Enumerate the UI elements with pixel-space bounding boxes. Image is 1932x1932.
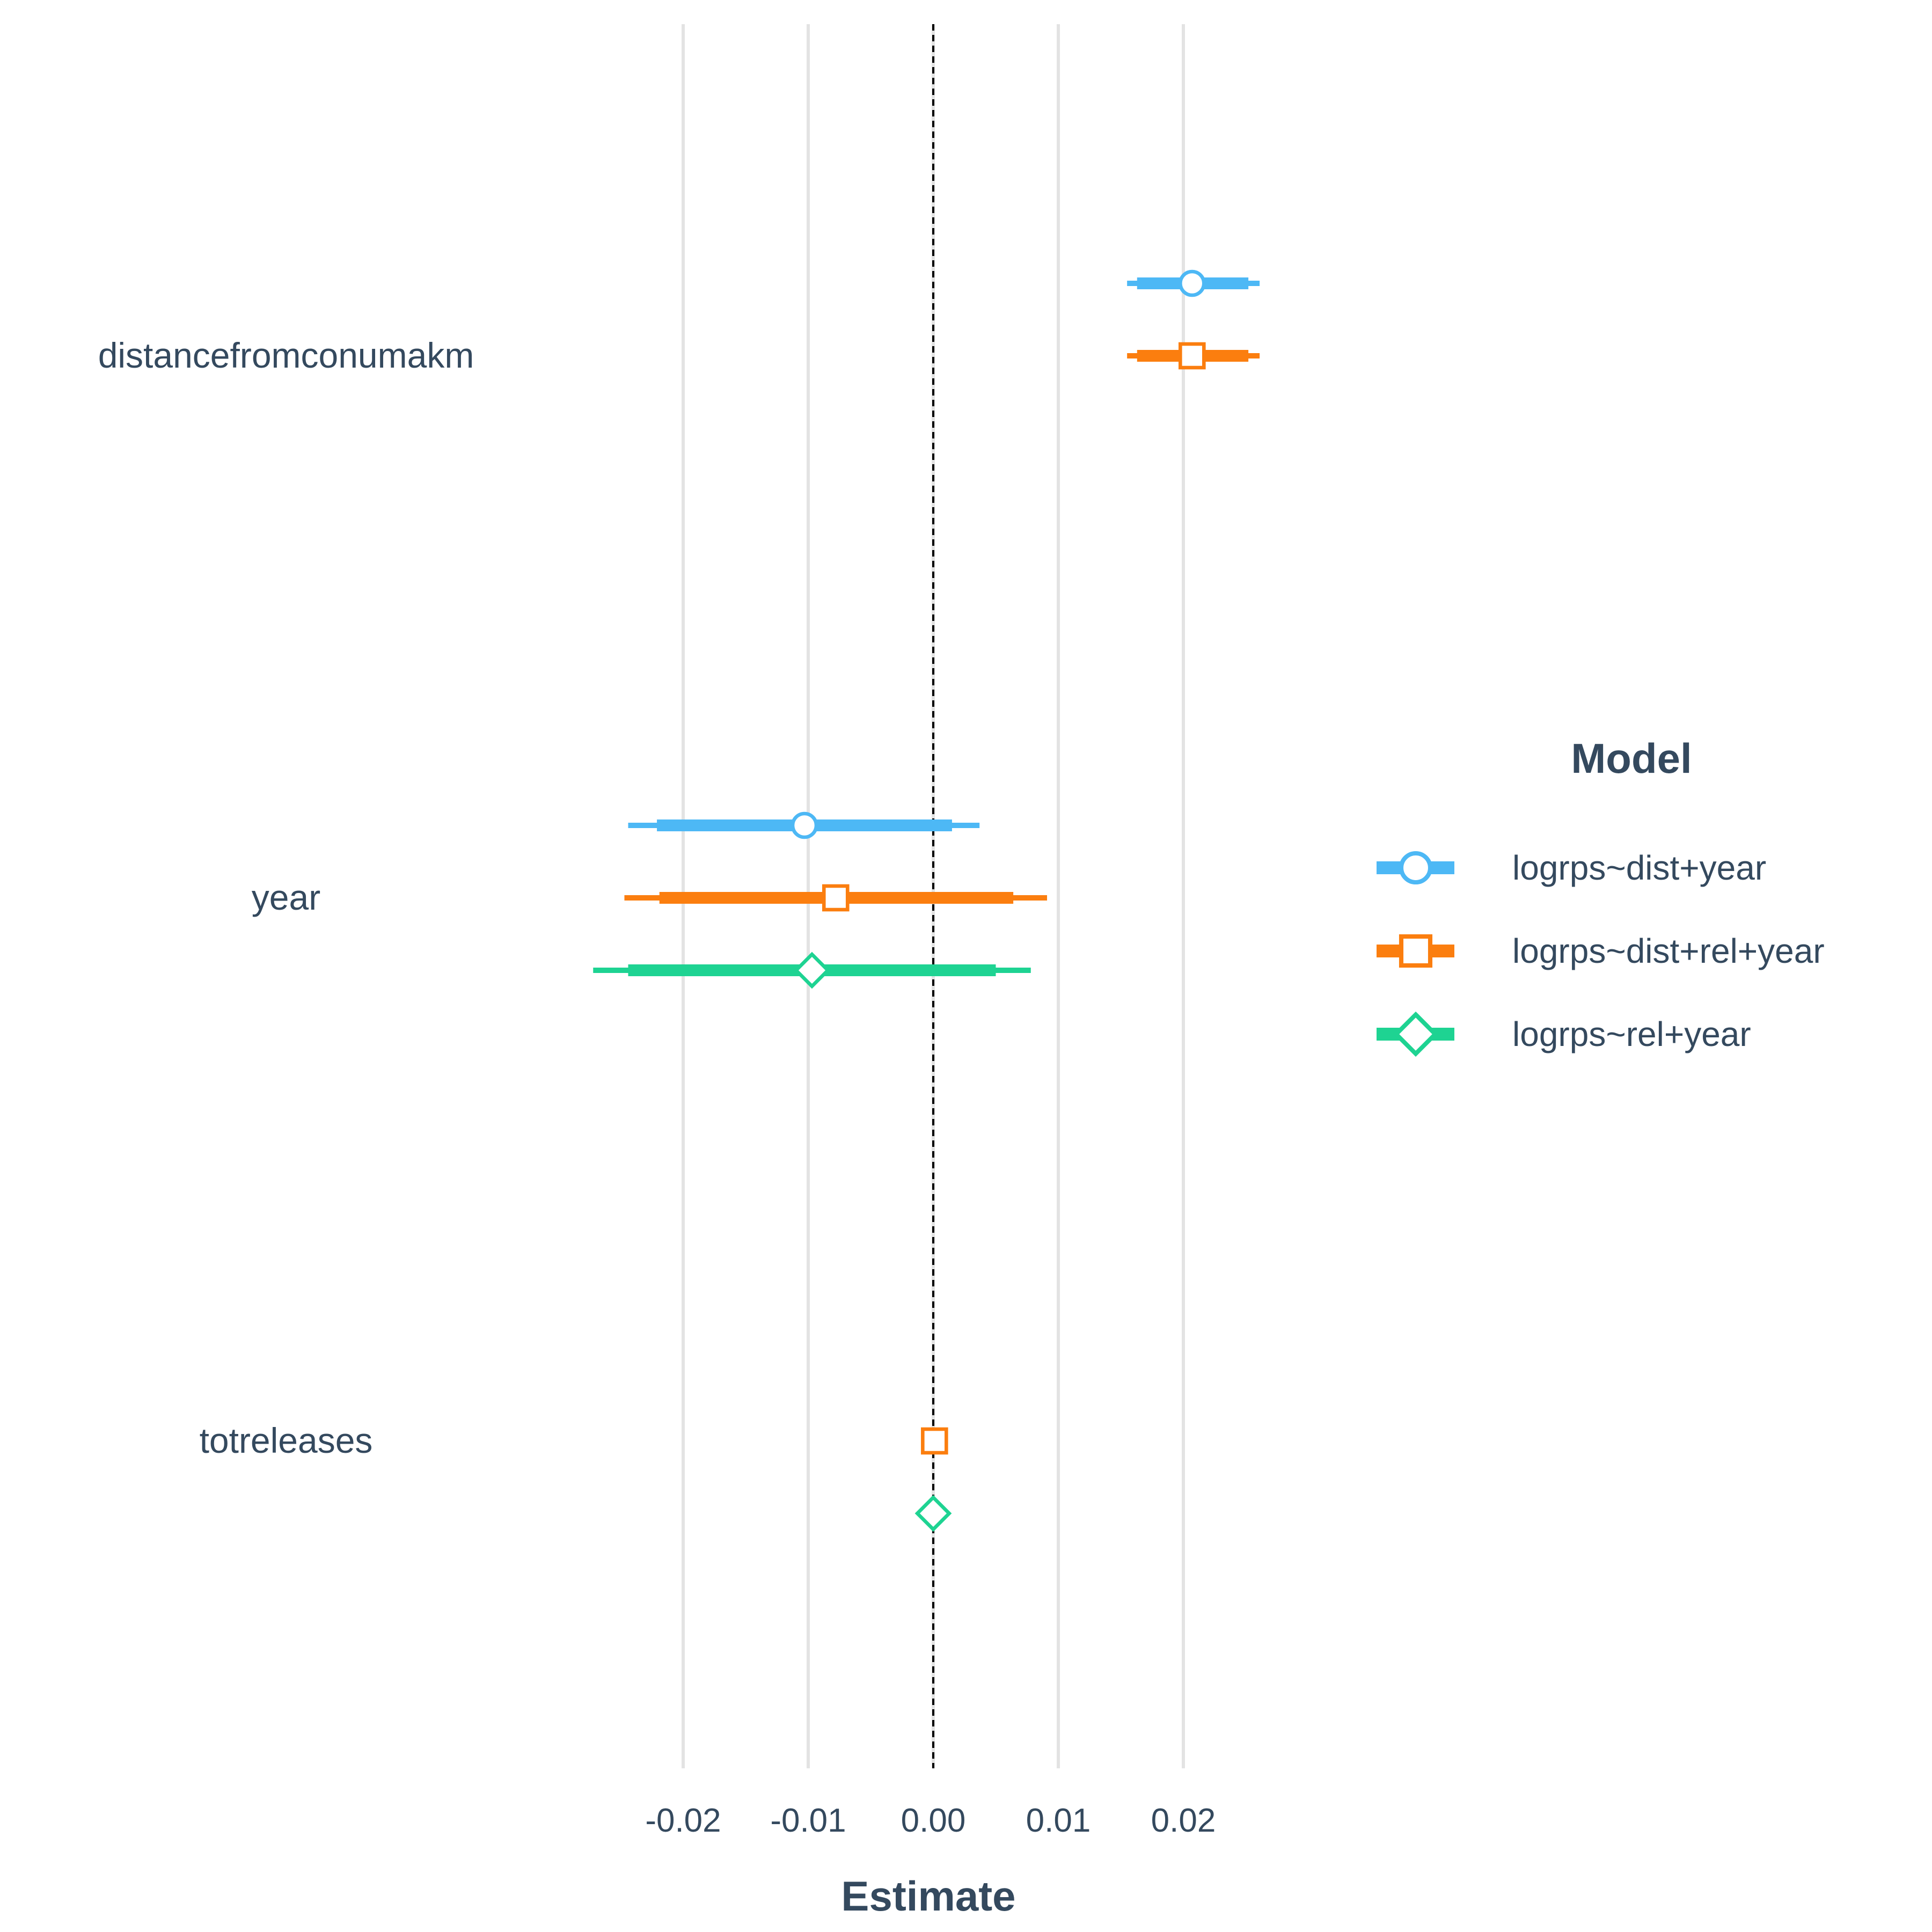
legend-label: logrps~dist+year: [1512, 848, 1766, 887]
x-tick-label: -0.01: [770, 1802, 846, 1839]
term-label: totreleases: [200, 1421, 373, 1460]
legend-key-marker: [1393, 1011, 1439, 1057]
term-label: year: [252, 877, 320, 917]
estimate-point: [914, 1495, 952, 1532]
x-tick-label: 0.02: [1151, 1802, 1216, 1839]
x-tick-label: 0.00: [901, 1802, 966, 1839]
legend-title: Model: [1571, 735, 1692, 782]
legend-key-marker: [1399, 851, 1433, 885]
legend-label: logrps~dist+rel+year: [1512, 932, 1825, 970]
estimate-point: [921, 1427, 948, 1455]
legend: Model logrps~dist+year logrps~dist+rel+ye…: [1377, 735, 1825, 1057]
estimate-point: [793, 952, 831, 989]
x-tick-labels: -0.02 -0.01 0.00 0.01 0.02: [645, 1802, 1216, 1839]
estimate-point: [1179, 269, 1206, 297]
estimate-point: [1179, 342, 1206, 370]
x-tick-label: 0.01: [1026, 1802, 1091, 1839]
term-labels: distancefromconumakm year totreleases: [98, 335, 474, 1460]
interval-layer: [593, 277, 1260, 976]
legend-key-marker: [1399, 934, 1433, 968]
x-tick-label: -0.02: [645, 1802, 721, 1839]
x-axis-title: Estimate: [841, 1872, 1015, 1920]
legend-label: logrps~rel+year: [1512, 1015, 1751, 1053]
legend-items: logrps~dist+year logrps~dist+rel+year logr…: [1377, 848, 1825, 1057]
estimate-point: [822, 884, 850, 912]
marker-layer: [791, 269, 1206, 1532]
estimate-point: [791, 811, 818, 839]
term-label: distancefromconumakm: [98, 335, 474, 375]
